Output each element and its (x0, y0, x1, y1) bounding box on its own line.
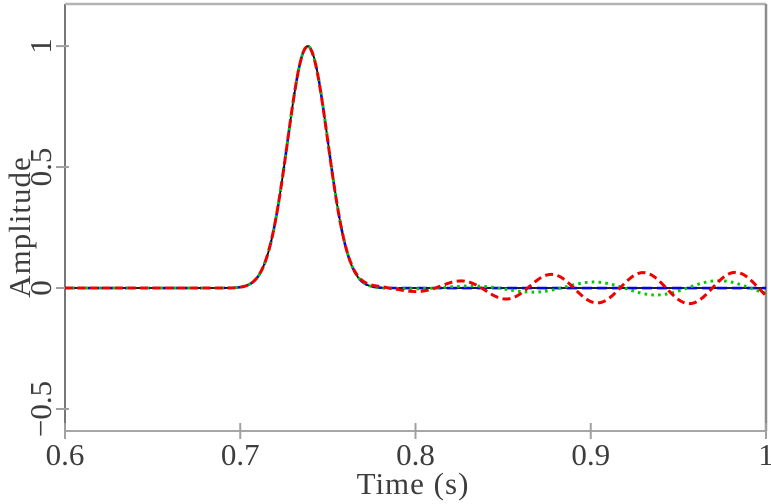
x-tick-label: 0.7 (220, 437, 260, 472)
x-tick-label: 1 (758, 437, 771, 472)
series-reference-solid-black (65, 45, 766, 289)
x-tick-label: 0.8 (396, 437, 435, 472)
y-tick-label: 1 (23, 38, 58, 54)
series-blue-long-dashed (65, 45, 766, 290)
x-tick-label: 0.6 (45, 437, 85, 472)
series-green-dotted (65, 44, 767, 297)
y-tick-label: 0.5 (23, 147, 58, 187)
series-red-dashed (65, 45, 768, 306)
x-axis-title: Time (s) (356, 466, 470, 501)
y-tick-label: 0 (23, 280, 58, 296)
y-tick-label: −0.5 (23, 380, 58, 438)
x-tick-label: 0.9 (571, 437, 611, 472)
